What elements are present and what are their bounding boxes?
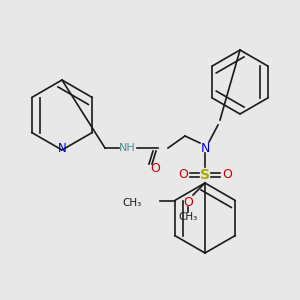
- Text: CH₃: CH₃: [122, 199, 142, 208]
- Text: N: N: [58, 142, 66, 154]
- Text: NH: NH: [118, 143, 135, 153]
- Text: O: O: [178, 169, 188, 182]
- Text: O: O: [183, 196, 193, 209]
- Text: S: S: [200, 168, 210, 182]
- Text: O: O: [150, 161, 160, 175]
- Text: O: O: [222, 169, 232, 182]
- Text: CH₃: CH₃: [178, 212, 198, 222]
- Text: N: N: [200, 142, 210, 154]
